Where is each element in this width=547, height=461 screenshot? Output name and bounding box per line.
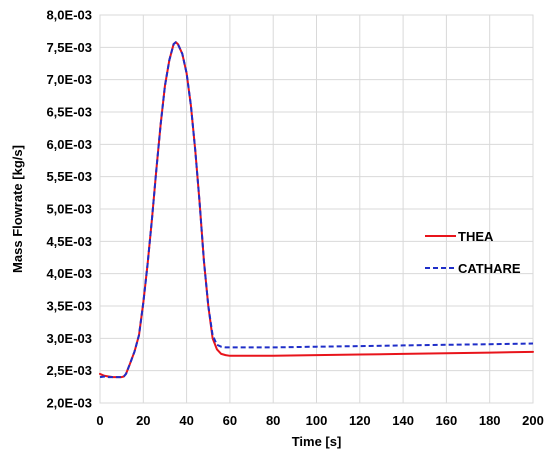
plot-border	[99, 14, 534, 404]
tick-labels: 2,0E-03 2,5E-03 3,0E-03 3,5E-03 4,0E-03 4,5E-…	[46, 8, 543, 429]
y-tick-label: 2,5E-03	[46, 363, 92, 378]
x-tick-label: 160	[436, 413, 458, 428]
x-tick-label: 100	[306, 413, 328, 428]
y-tick-label: 6,5E-03	[46, 105, 92, 120]
y-tick-label: 8,0E-03	[46, 8, 92, 23]
y-axis-title: Mass Flowrate [kg/s]	[10, 145, 25, 273]
series-layer	[99, 41, 534, 379]
legend: THEA CATHARE	[425, 229, 521, 276]
x-tick-label: 20	[136, 413, 150, 428]
y-tick-label: 4,0E-03	[46, 266, 92, 281]
x-axis-title: Time [s]	[292, 434, 342, 449]
y-tick-label: 4,5E-03	[46, 234, 92, 249]
y-tick-label: 5,5E-03	[46, 169, 92, 184]
x-tick-label: 200	[522, 413, 544, 428]
series-line-cathare	[99, 41, 534, 379]
y-tick-label: 6,0E-03	[46, 137, 92, 152]
x-tick-label: 140	[392, 413, 414, 428]
y-tick-label: 7,0E-03	[46, 72, 92, 87]
x-tick-label: 40	[179, 413, 193, 428]
axes	[99, 14, 534, 404]
y-tick-label: 3,0E-03	[46, 331, 92, 346]
x-tick-label: 120	[349, 413, 371, 428]
x-tick-label: 0	[96, 413, 103, 428]
y-tick-label: 7,5E-03	[46, 40, 92, 55]
legend-label-thea: THEA	[458, 229, 494, 244]
y-tick-label: 3,5E-03	[46, 299, 92, 314]
legend-label-cathare: CATHARE	[458, 261, 521, 276]
x-tick-label: 80	[266, 413, 280, 428]
y-tick-label: 2,0E-03	[46, 396, 92, 411]
x-tick-label: 180	[479, 413, 501, 428]
x-tick-label: 60	[223, 413, 237, 428]
y-tick-label: 5,0E-03	[46, 202, 92, 217]
